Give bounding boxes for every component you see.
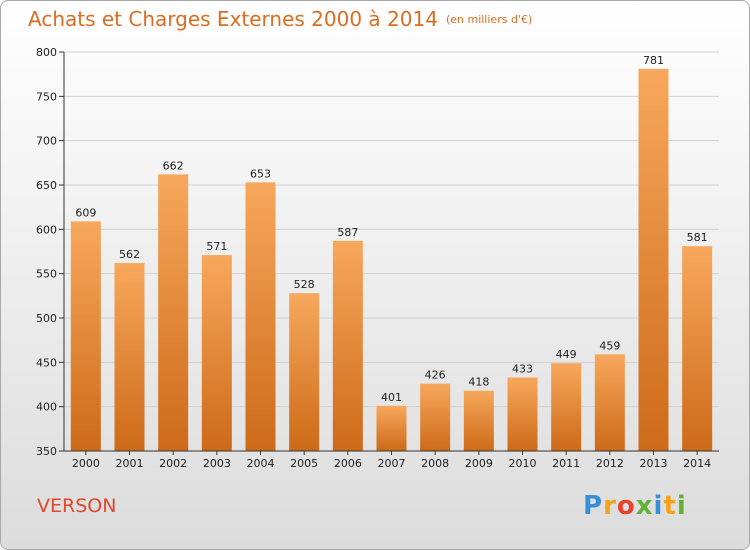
y-tick-label: 700 (36, 135, 57, 148)
bar-value-label: 459 (599, 339, 620, 352)
y-tick-label: 500 (36, 312, 57, 325)
x-tick-label: 2007 (378, 457, 406, 470)
logo-letter: i (676, 491, 687, 521)
bar-value-label: 609 (75, 206, 96, 219)
x-tick-label: 2006 (334, 457, 362, 470)
x-tick-label: 2001 (116, 457, 144, 470)
y-axis: 350 400 450 500 550 600 650 700 750 800 (36, 46, 65, 458)
bar (594, 354, 625, 451)
bar (420, 383, 451, 451)
x-tick-label: 2005 (290, 457, 318, 470)
bar (245, 182, 276, 451)
y-tick-label: 750 (36, 90, 57, 103)
bar-value-label: 587 (337, 226, 358, 239)
bar (507, 377, 538, 451)
bar-value-label: 426 (425, 369, 446, 382)
bars: 609 562 662 571 653 528 587 401 426 418 433 449 459 7… (70, 54, 713, 452)
x-tick-label: 2000 (72, 457, 100, 470)
x-tick-label: 2010 (509, 457, 537, 470)
x-tick-label: 2012 (596, 457, 624, 470)
bar (376, 405, 407, 451)
bar (114, 263, 145, 451)
bar-value-label: 562 (119, 248, 140, 261)
logo-letter: x (635, 491, 654, 521)
bar (638, 68, 669, 451)
proxiti-logo: Proxiti (583, 491, 687, 521)
logo-letter: o (616, 491, 636, 521)
logo-letter: i (653, 491, 664, 521)
logo-letter: r (603, 491, 617, 521)
y-tick-label: 600 (36, 223, 57, 236)
chart-subtitle: (en milliers d'€) (445, 13, 533, 26)
bar-value-label: 781 (643, 54, 664, 67)
bar-value-label: 433 (512, 362, 533, 375)
bar-value-label: 449 (556, 348, 577, 361)
x-tick-label: 2009 (465, 457, 493, 470)
x-tick-label: 2008 (421, 457, 449, 470)
bar-value-label: 571 (206, 240, 227, 253)
y-tick-label: 400 (36, 401, 57, 414)
bar-value-label: 653 (250, 167, 271, 180)
chart-title-text: Achats et Charges Externes 2000 à 2014 (28, 7, 438, 31)
x-tick-label: 2014 (683, 457, 711, 470)
x-tick-label: 2013 (640, 457, 668, 470)
x-axis: 2000 2001 2002 2003 2004 2005 2006 2007 2008 2009… (64, 450, 719, 470)
x-tick-label: 2011 (552, 457, 580, 470)
bar (551, 363, 582, 451)
bar (682, 246, 713, 451)
town-name: VERSON (37, 495, 117, 517)
logo-letter: P (583, 491, 604, 521)
bar-value-label: 418 (468, 376, 489, 389)
bar (201, 255, 232, 451)
bar (289, 293, 320, 451)
bar (70, 221, 101, 451)
bar-value-label: 662 (163, 159, 184, 172)
x-tick-label: 2003 (203, 457, 231, 470)
y-tick-label: 350 (36, 445, 57, 458)
bar (158, 174, 189, 452)
bar-value-label: 581 (687, 231, 708, 244)
x-tick-label: 2002 (159, 457, 187, 470)
bar (332, 240, 363, 451)
y-tick-label: 450 (36, 356, 57, 369)
bar-value-label: 401 (381, 391, 402, 404)
chart-title: Achats et Charges Externes 2000 à 2014 (e… (28, 7, 532, 31)
y-tick-label: 800 (36, 46, 57, 59)
x-tick-label: 2004 (247, 457, 275, 470)
bar (463, 390, 494, 451)
bar-value-label: 528 (294, 278, 315, 291)
y-tick-label: 550 (36, 268, 57, 281)
y-tick-label: 650 (36, 179, 57, 192)
logo-letter: t (663, 491, 677, 521)
